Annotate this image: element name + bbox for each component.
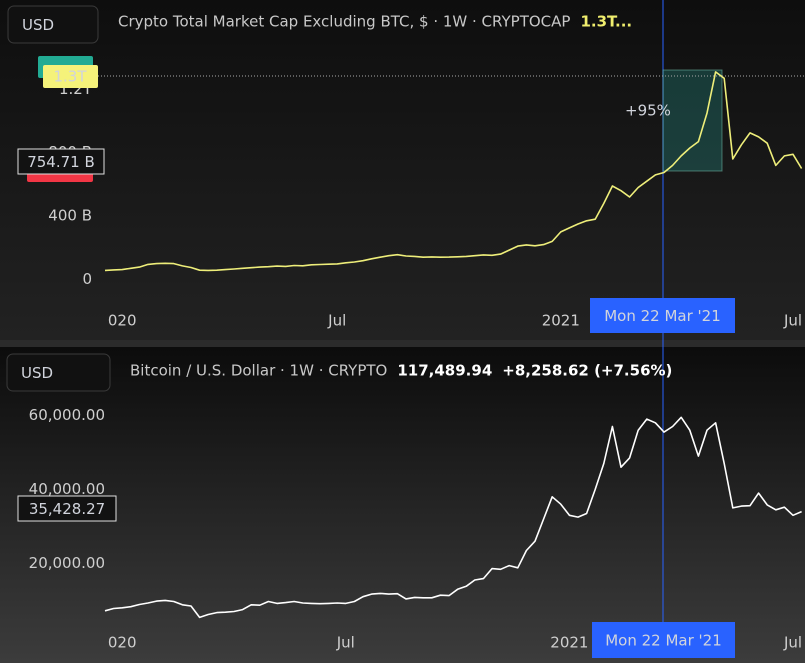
- x-tick-label: 2021: [542, 312, 580, 330]
- currency-label: USD: [22, 16, 54, 34]
- currency-button[interactable]: [6, 353, 111, 392]
- x-tick-label: 020: [108, 312, 137, 330]
- crosshair-x-box: [590, 298, 735, 333]
- y-tick-label: 40,000.00: [29, 480, 105, 498]
- crosshair-y-box: [17, 148, 105, 175]
- panel-background: [0, 0, 805, 340]
- y-tick-label: 60,000.00: [29, 406, 105, 424]
- x-tick-label: 2021: [550, 634, 588, 652]
- price-badge-label: 1.3T: [53, 68, 87, 86]
- last-value-label: 1.3T...: [580, 13, 632, 31]
- x-tick-label: 020: [108, 634, 137, 652]
- currency-label: USD: [21, 364, 53, 382]
- price-badge: [43, 65, 98, 88]
- last-price: 117,489.94: [397, 362, 492, 380]
- change: +8,258.62 (+7.56%): [502, 362, 672, 380]
- chart-title: Bitcoin / U.S. Dollar · 1W · CRYPTO: [130, 362, 387, 380]
- crosshair-x-label: Mon 22 Mar '21: [604, 307, 721, 325]
- y-tick-label: 0: [82, 270, 92, 288]
- currency-button[interactable]: [7, 5, 99, 44]
- y-tick-label: 400 B: [48, 207, 92, 225]
- y-tick-label: 20,000.00: [29, 554, 105, 572]
- panel-background: [0, 347, 805, 663]
- crosshair-y-label: 754.71 B: [27, 153, 95, 171]
- x-tick-label: Jul: [783, 634, 802, 652]
- price-line: [104, 416, 802, 619]
- crosshair-x-label: Mon 22 Mar '21: [605, 632, 722, 650]
- x-tick-label: Jul: [783, 312, 802, 330]
- measure-label: +95%: [625, 102, 671, 120]
- panel-separator: [0, 340, 805, 347]
- chart-title: Crypto Total Market Cap Excluding BTC, $…: [118, 13, 570, 31]
- crosshair-x-box: [592, 622, 735, 658]
- price-line: [104, 71, 803, 272]
- crosshair-y-box: [17, 495, 117, 522]
- crosshair-y-label: 35,428.27: [29, 500, 105, 518]
- x-tick-label: Jul: [327, 312, 346, 330]
- x-tick-label: Jul: [336, 634, 355, 652]
